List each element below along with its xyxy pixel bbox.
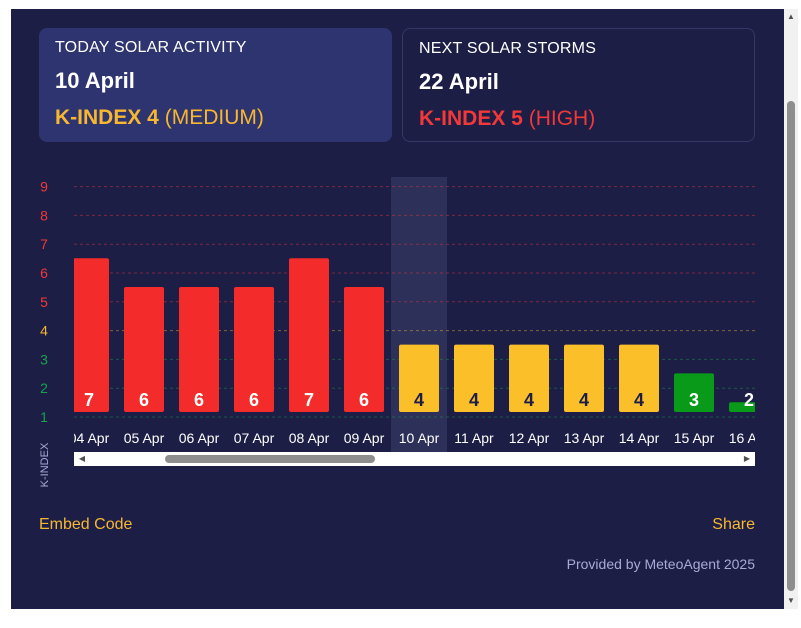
solar-activity-widget: TODAY SOLAR ACTIVITY 10 April K-INDEX 4 … [11, 9, 784, 609]
chart-horizontal-scrollbar[interactable]: ◀ ▶ [74, 452, 755, 466]
next-level: (HIGH) [528, 107, 596, 130]
bar-value-label: 4 [469, 390, 479, 410]
page-vertical-scrollbar[interactable]: ▲ ▼ [784, 9, 798, 609]
bar-value-label: 3 [689, 390, 699, 410]
chart-svg: 1 2 3 4 5 6 7 8 9 K-INDEX 7 04 Apr 6 05 Apr 6 06 Apr 6 07… [39, 177, 770, 487]
today-card-label: TODAY SOLAR ACTIVITY [55, 39, 247, 56]
credit-text: Provided by MeteoAgent 2025 [566, 556, 755, 572]
bar-value-label: 6 [249, 390, 259, 410]
bar [124, 287, 164, 412]
today-k-index-line: K-INDEX 4 (MEDIUM) [55, 106, 376, 130]
embed-code-link[interactable]: Embed Code [39, 516, 133, 533]
today-activity-card: TODAY SOLAR ACTIVITY 10 April K-INDEX 4 … [39, 28, 392, 142]
footer-links: Embed Code Share [39, 516, 755, 536]
x-tick-label: 10 Apr [399, 430, 440, 446]
scrollbar-thumb[interactable] [165, 455, 375, 463]
scroll-left-icon[interactable]: ◀ [78, 454, 86, 463]
vertical-scrollbar-thumb[interactable] [787, 101, 795, 591]
bar [179, 287, 219, 412]
next-card-label: NEXT SOLAR STORMS [419, 40, 597, 57]
bar [729, 402, 755, 412]
bar [234, 287, 274, 412]
scroll-up-icon[interactable]: ▲ [787, 12, 795, 21]
x-tick-label: 15 Apr [674, 430, 715, 446]
share-link[interactable]: Share [712, 516, 755, 533]
bar [74, 258, 109, 412]
bar-value-label: 4 [414, 390, 424, 410]
y-tick-label: 8 [40, 207, 48, 223]
y-tick-label: 7 [40, 236, 48, 252]
x-tick-label: 05 Apr [124, 430, 165, 446]
bar [399, 344, 439, 412]
next-k-index-line: K-INDEX 5 (HIGH) [419, 107, 738, 131]
x-tick-label: 07 Apr [234, 430, 275, 446]
y-tick-label: 1 [40, 409, 48, 425]
bar-value-label: 4 [579, 390, 589, 410]
bar-value-label: 6 [194, 390, 204, 410]
x-tick-label: 09 Apr [344, 430, 385, 446]
bar [509, 344, 549, 412]
bar [344, 287, 384, 412]
bars-group: 7 04 Apr 6 05 Apr 6 06 Apr 6 07 Apr 7 08 Apr 6 09 A… [69, 258, 770, 446]
today-k-index: K-INDEX 4 [55, 106, 159, 129]
bar [619, 344, 659, 412]
bar-value-label: 4 [524, 390, 534, 410]
next-k-index: K-INDEX 5 [419, 107, 523, 130]
bar-value-label: 6 [359, 390, 369, 410]
x-tick-label: 12 Apr [509, 430, 550, 446]
x-tick-label: 06 Apr [179, 430, 220, 446]
bar-value-label: 4 [634, 390, 644, 410]
bar [289, 258, 329, 412]
bar [454, 344, 494, 412]
x-tick-label: 13 Apr [564, 430, 605, 446]
x-tick-label: 04 Apr [69, 430, 110, 446]
y-axis-label: K-INDEX [39, 442, 51, 487]
x-tick-label: 08 Apr [289, 430, 330, 446]
k-index-bar-chart: 1 2 3 4 5 6 7 8 9 K-INDEX 7 04 Apr 6 05 Apr 6 06 Apr 6 07… [11, 169, 784, 499]
x-tick-label: 14 Apr [619, 430, 660, 446]
y-tick-label: 2 [40, 380, 48, 396]
y-tick-label: 9 [40, 179, 48, 195]
bar-value-label: 2 [744, 390, 754, 410]
y-tick-label: 4 [40, 323, 48, 339]
next-storm-date: 22 April [419, 69, 499, 94]
x-tick-label: 16 Apr [729, 430, 770, 446]
bar [674, 373, 714, 412]
bar-value-label: 7 [304, 390, 314, 410]
bar-value-label: 6 [139, 390, 149, 410]
today-date: 10 April [55, 68, 135, 93]
next-storms-card: NEXT SOLAR STORMS 22 April K-INDEX 5 (HI… [402, 28, 755, 142]
scroll-down-icon[interactable]: ▼ [787, 596, 795, 605]
today-level: (MEDIUM) [164, 106, 264, 129]
x-tick-label: 11 Apr [454, 430, 494, 446]
bar-value-label: 7 [84, 390, 94, 410]
scroll-right-icon[interactable]: ▶ [743, 454, 751, 463]
y-tick-label: 3 [40, 351, 48, 367]
y-tick-label: 6 [40, 265, 48, 281]
y-tick-label: 5 [40, 294, 48, 310]
bar [564, 344, 604, 412]
